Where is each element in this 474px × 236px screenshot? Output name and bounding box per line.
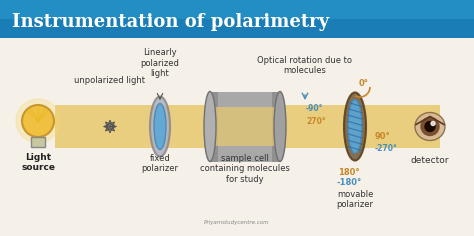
Text: Priyamstudycentre.com: Priyamstudycentre.com bbox=[204, 220, 270, 225]
Ellipse shape bbox=[204, 92, 216, 161]
Text: sample cell
containing molecules
for study: sample cell containing molecules for stu… bbox=[200, 154, 290, 184]
Text: detector: detector bbox=[411, 156, 449, 165]
Text: movable
polarizer: movable polarizer bbox=[337, 190, 374, 209]
Text: Linearly
polarized
light: Linearly polarized light bbox=[141, 48, 180, 78]
Ellipse shape bbox=[150, 97, 170, 156]
Text: Instrumentation of polarimetry: Instrumentation of polarimetry bbox=[12, 13, 329, 31]
FancyBboxPatch shape bbox=[0, 0, 474, 19]
Circle shape bbox=[16, 99, 60, 143]
Text: 180°: 180° bbox=[338, 168, 360, 177]
FancyBboxPatch shape bbox=[211, 107, 279, 146]
Text: unpolarized light: unpolarized light bbox=[74, 76, 146, 85]
Text: fixed
polarizer: fixed polarizer bbox=[142, 154, 179, 173]
Text: Light
source: Light source bbox=[21, 153, 55, 173]
Circle shape bbox=[425, 122, 435, 131]
Text: Optical rotation due to
molecules: Optical rotation due to molecules bbox=[257, 56, 353, 75]
Ellipse shape bbox=[274, 92, 286, 161]
Text: 90°: 90° bbox=[375, 132, 391, 141]
Text: 0°: 0° bbox=[359, 79, 369, 88]
FancyBboxPatch shape bbox=[55, 105, 440, 148]
Text: -270°: -270° bbox=[375, 144, 398, 153]
FancyBboxPatch shape bbox=[31, 137, 45, 147]
Circle shape bbox=[431, 122, 435, 126]
Text: -180°: -180° bbox=[337, 178, 362, 187]
Ellipse shape bbox=[348, 100, 362, 153]
Text: -90°: -90° bbox=[306, 104, 323, 113]
FancyBboxPatch shape bbox=[0, 0, 474, 38]
FancyBboxPatch shape bbox=[210, 92, 280, 161]
Text: 270°: 270° bbox=[306, 117, 326, 126]
Ellipse shape bbox=[344, 93, 366, 160]
Ellipse shape bbox=[154, 104, 166, 149]
Ellipse shape bbox=[415, 113, 445, 140]
Circle shape bbox=[22, 105, 54, 137]
FancyBboxPatch shape bbox=[218, 92, 272, 161]
Circle shape bbox=[421, 118, 439, 135]
